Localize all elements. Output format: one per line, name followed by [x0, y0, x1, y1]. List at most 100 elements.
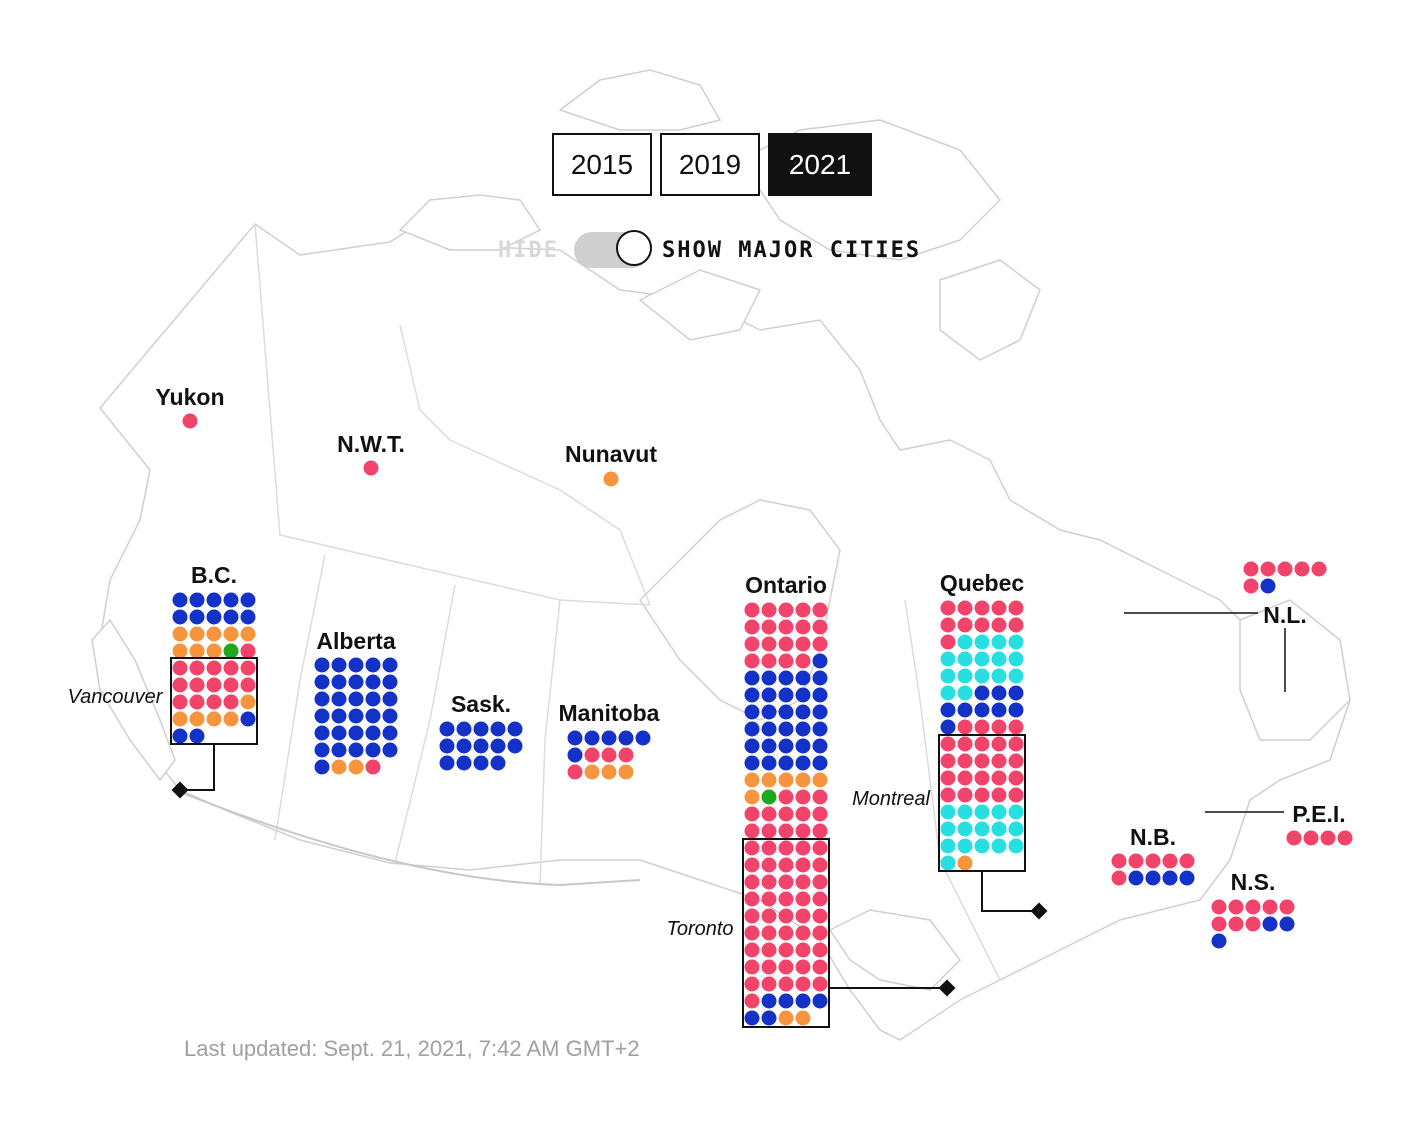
year-tab-2021[interactable]: 2021 [768, 133, 872, 196]
year-tab-2019[interactable]: 2019 [660, 133, 760, 196]
seat-dot-liberal [761, 908, 777, 924]
seat-dot-bloc [940, 821, 956, 837]
seat-dot-conservative [795, 704, 811, 720]
seat-dot-bloc [940, 838, 956, 854]
seat-dot-liberal [778, 908, 794, 924]
seat-dot-ndp [603, 471, 619, 487]
seat-dot-conservative [439, 755, 455, 771]
basemap [91, 69, 1351, 1041]
toggle-switch[interactable] [574, 230, 652, 268]
seat-dot-liberal [761, 942, 777, 958]
region-label-nb: N.B. [1130, 824, 1176, 850]
seat-dot-liberal [1243, 561, 1259, 577]
seat-dot-ndp [223, 711, 239, 727]
seat-dot-conservative [812, 704, 828, 720]
seat-dot-liberal [1008, 736, 1024, 752]
seat-dot-liberal [1320, 830, 1336, 846]
seat-dot-bloc [974, 838, 990, 854]
seat-dot-liberal [778, 857, 794, 873]
seat-dot-bloc [1008, 821, 1024, 837]
seat-dot-liberal [974, 787, 990, 803]
seat-dot-conservative [240, 609, 256, 625]
toggle-show-label[interactable]: SHOW MAJOR CITIES [662, 237, 922, 263]
seat-dot-liberal [795, 874, 811, 890]
seat-dot-conservative [744, 1010, 760, 1026]
seat-dot-conservative [490, 721, 506, 737]
seat-dot-liberal [1162, 853, 1178, 869]
seat-dot-liberal [761, 619, 777, 635]
seat-dot-liberal [812, 891, 828, 907]
seat-dot-liberal [778, 789, 794, 805]
region-label-nl: N.L. [1263, 602, 1306, 628]
seat-dot-conservative [974, 685, 990, 701]
seat-dot-conservative [1008, 702, 1024, 718]
seat-dot-liberal [957, 736, 973, 752]
seat-dot-ndp [172, 626, 188, 642]
seat-dot-liberal [812, 823, 828, 839]
region-label-alberta: Alberta [316, 628, 395, 654]
seat-dot-bloc [991, 634, 1007, 650]
seat-dot-conservative [991, 685, 1007, 701]
seat-dot-liberal [761, 636, 777, 652]
seat-dot-conservative [795, 738, 811, 754]
seat-dot-conservative [240, 711, 256, 727]
seat-dot-ndp [189, 643, 205, 659]
seat-dot-conservative [761, 687, 777, 703]
seat-dot-liberal [744, 602, 760, 618]
region-labels: Yukon N.W.T. Nunavut B.C. Vancouver Alberta Sa… [68, 384, 1346, 940]
seat-dot-liberal [363, 460, 379, 476]
arctic-island-1 [398, 194, 542, 251]
seat-dot-liberal [795, 959, 811, 975]
seat-dot-ndp [618, 764, 634, 780]
seat-dot-liberal [744, 942, 760, 958]
toggle-hide-label[interactable]: HIDE [498, 237, 559, 263]
seat-dot-liberal [957, 753, 973, 769]
seat-dot-liberal [172, 660, 188, 676]
seat-dot-conservative [778, 993, 794, 1009]
seat-dot-liberal [812, 840, 828, 856]
seat-dot-liberal [974, 600, 990, 616]
seat-dot-conservative [761, 1010, 777, 1026]
seat-dot-conservative [761, 755, 777, 771]
seat-dot-liberal [1179, 853, 1195, 869]
seat-dot-conservative [439, 721, 455, 737]
region-label-yukon: Yukon [155, 384, 224, 410]
seat-dot-conservative [812, 755, 828, 771]
seat-dot-liberal [744, 857, 760, 873]
seat-dot-liberal [940, 787, 956, 803]
seat-dot-conservative [382, 657, 398, 673]
seat-dot-bloc [974, 634, 990, 650]
seat-dot-conservative [601, 730, 617, 746]
year-tab-2015[interactable]: 2015 [552, 133, 652, 196]
seat-dot-conservative [189, 609, 205, 625]
seat-dot-conservative [957, 702, 973, 718]
seat-dot-liberal [1245, 899, 1261, 915]
seat-dot-liberal [795, 602, 811, 618]
seat-dot-liberal [761, 959, 777, 975]
seat-dot-liberal [761, 823, 777, 839]
seat-dot-bloc [957, 685, 973, 701]
seat-dot-conservative [812, 670, 828, 686]
seat-dot-conservative [223, 592, 239, 608]
year-selector: 2015 2019 2021 [552, 133, 872, 196]
seat-dot-conservative [348, 725, 364, 741]
seat-dot-liberal [778, 976, 794, 992]
seat-dot-conservative [382, 742, 398, 758]
seat-dot-conservative [206, 609, 222, 625]
seat-dot-conservative [456, 738, 472, 754]
seat-dot-liberal [601, 747, 617, 763]
seat-dot-liberal [991, 617, 1007, 633]
seat-dot-conservative [490, 738, 506, 754]
seat-dot-liberal [991, 736, 1007, 752]
seat-dot-conservative [507, 738, 523, 754]
seat-dot-liberal [761, 874, 777, 890]
seat-dot-liberal [778, 653, 794, 669]
seat-dot-bloc [1008, 668, 1024, 684]
seat-dot-liberal [172, 677, 188, 693]
seat-dot-liberal [812, 636, 828, 652]
seat-dot-liberal [172, 694, 188, 710]
seat-dot-liberal [744, 619, 760, 635]
seat-dot-conservative [331, 725, 347, 741]
seat-dot-liberal [223, 694, 239, 710]
toggle-knob[interactable] [616, 230, 652, 266]
